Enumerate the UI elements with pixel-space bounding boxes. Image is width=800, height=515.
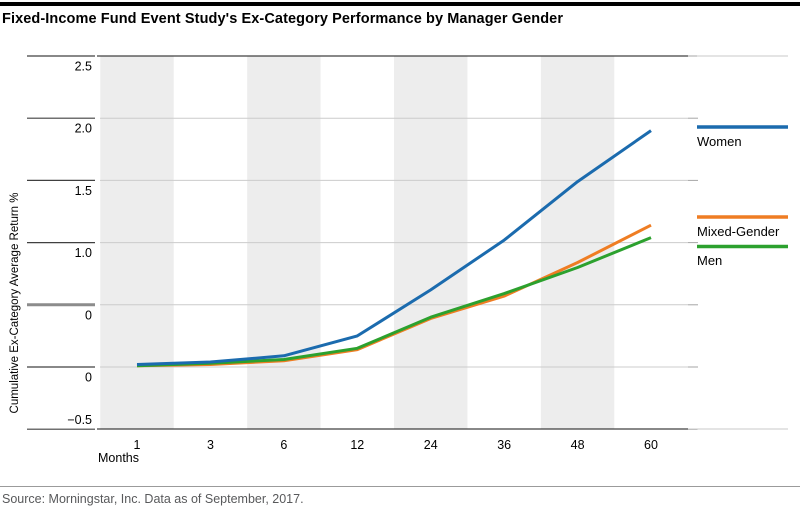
x-tick-label: 60: [644, 438, 658, 452]
y-tick-label: 1.5: [75, 184, 92, 198]
x-tick-label: 36: [497, 438, 511, 452]
x-tick-label: 24: [424, 438, 438, 452]
y-tick-label: 1.0: [75, 246, 92, 260]
y-axis-title: Cumulative Ex-Category Average Return %: [9, 193, 21, 414]
title-top-rule: [0, 2, 800, 6]
legend-label-women: Women: [697, 134, 742, 149]
x-tick-label: 12: [350, 438, 364, 452]
x-axis-title: Months: [98, 451, 139, 465]
y-tick-label: 0: [85, 308, 92, 322]
chart-title: Fixed-Income Fund Event Study's Ex-Categ…: [2, 11, 564, 27]
legend-label-men: Men: [697, 253, 722, 268]
y-tick-label: 2.5: [75, 60, 92, 74]
y-tick-label: −0.5: [67, 413, 92, 427]
x-tick-label: 48: [571, 438, 585, 452]
footer-rule: [0, 486, 800, 487]
x-tick-label: 6: [280, 438, 287, 452]
x-tick-label: 1: [134, 438, 141, 452]
x-tick-label: 3: [207, 438, 214, 452]
series-line-men: [136, 236, 652, 368]
series-line-women: [136, 129, 652, 366]
y-tick-label: 0: [85, 371, 92, 385]
legend-label-mixed-gender: Mixed-Gender: [697, 224, 780, 239]
y-tick-label: 2.0: [75, 122, 92, 136]
source-note: Source: Morningstar, Inc. Data as of Sep…: [2, 492, 304, 506]
